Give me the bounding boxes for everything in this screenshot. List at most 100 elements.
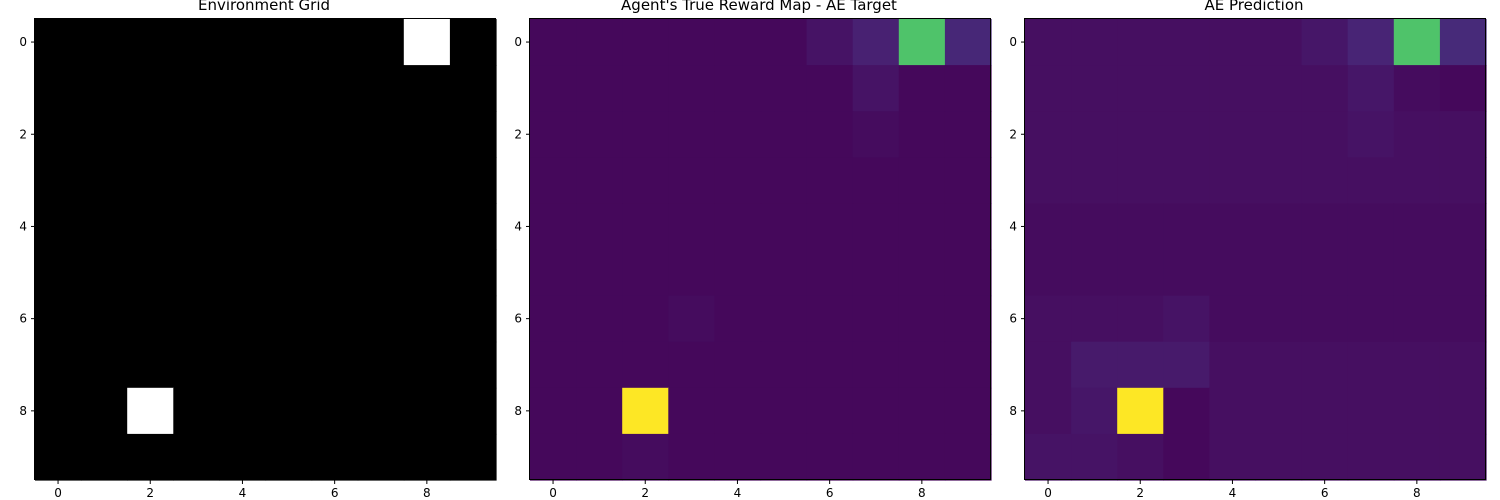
heatmap-cell <box>668 203 715 251</box>
heatmap-cell <box>714 157 762 204</box>
heatmap-cell <box>1071 19 1118 66</box>
heatmap-cell <box>898 249 946 297</box>
heatmap-cell <box>1163 157 1210 204</box>
heatmap-cell <box>1163 249 1210 297</box>
heatmap-cell <box>576 341 623 389</box>
heatmap-cell <box>1439 65 1487 112</box>
heatmap-cell <box>1163 341 1210 389</box>
heatmap-cell <box>1209 157 1257 204</box>
heatmap-cell <box>173 387 220 435</box>
heatmap-cell <box>357 387 405 435</box>
heatmap-cell <box>852 249 900 297</box>
heatmap-cell <box>81 249 128 297</box>
heatmap-cell <box>1071 387 1118 435</box>
heatmap-cell <box>403 387 451 435</box>
heatmap-cell <box>219 433 267 481</box>
x-tick-label: 6 <box>826 486 834 500</box>
heatmap-cell <box>1301 157 1349 204</box>
heatmap-cell <box>1163 387 1210 435</box>
heatmap-cell <box>668 249 715 297</box>
heatmap-cell <box>1255 341 1303 389</box>
x-tick-label: 0 <box>549 486 557 500</box>
x-tick-label: 0 <box>1044 486 1052 500</box>
x-tick-label: 8 <box>918 486 926 500</box>
heatmap-cell <box>806 157 854 204</box>
heatmap-cell <box>311 203 359 251</box>
heatmap-cell <box>173 19 220 66</box>
heatmap-cell <box>1025 387 1072 435</box>
heatmap-cell <box>35 19 82 66</box>
heatmap-cell <box>806 433 854 481</box>
heatmap-cell <box>944 249 992 297</box>
y-tick-label: 2 <box>514 127 522 141</box>
heatmap-cell <box>1071 111 1118 158</box>
y-tick-label: 0 <box>514 35 522 49</box>
heatmap-cell <box>1439 19 1487 66</box>
heatmap-cell <box>1347 19 1395 66</box>
heatmap-cell <box>1025 341 1072 389</box>
heatmap-cell <box>173 295 220 343</box>
heatmap-cell <box>622 203 669 251</box>
heatmap-cell <box>265 19 313 66</box>
x-tick-label: 2 <box>641 486 649 500</box>
heatmap-cell <box>806 295 854 343</box>
heatmap-cell <box>1301 295 1349 343</box>
heatmap-cell <box>173 203 220 251</box>
heatmap-cell <box>944 65 992 112</box>
heatmap-cell <box>1393 157 1441 204</box>
y-tick-label: 6 <box>1009 312 1017 326</box>
x-tick-label: 2 <box>146 486 154 500</box>
environment-grid-panel: Environment Grid 0 2 4 6 8 0 2 4 6 8 <box>19 0 497 500</box>
heatmap-cell <box>1025 111 1072 158</box>
heatmap-cell <box>1209 387 1257 435</box>
heatmap-cell <box>714 111 762 158</box>
heatmap-cell <box>714 19 762 66</box>
heatmap-cell <box>35 203 82 251</box>
heatmap-cell <box>311 249 359 297</box>
heatmap-cell <box>1117 65 1164 112</box>
heatmap-cell <box>1347 203 1395 251</box>
heatmap-cell <box>357 249 405 297</box>
heatmap-cell <box>1347 111 1395 158</box>
heatmap-cell <box>622 111 669 158</box>
heatmap-cell <box>1025 65 1072 112</box>
y-tick-label: 6 <box>514 312 522 326</box>
heatmap-cell <box>219 203 267 251</box>
heatmap-cell <box>1117 203 1164 251</box>
heatmap-cell <box>219 249 267 297</box>
heatmap-cell <box>668 295 715 343</box>
heatmap-cell <box>127 295 174 343</box>
heatmap-cell <box>1439 433 1487 481</box>
heatmap-cell <box>127 249 174 297</box>
heatmap-cell <box>714 433 762 481</box>
heatmap-cell <box>1209 433 1257 481</box>
heatmap-cell <box>622 19 669 66</box>
heatmap-cell <box>852 19 900 66</box>
heatmap-cell <box>1393 341 1441 389</box>
heatmap-cell <box>1439 341 1487 389</box>
heatmap-cell <box>127 203 174 251</box>
heatmap-cell <box>1117 295 1164 343</box>
heatmap-cell <box>1347 387 1395 435</box>
heatmap-cell <box>898 203 946 251</box>
heatmap-cell <box>576 19 623 66</box>
heatmap-cell <box>1301 65 1349 112</box>
panel-title: Environment Grid <box>198 0 330 14</box>
heatmap-cell <box>944 295 992 343</box>
heatmap-cell <box>81 295 128 343</box>
heatmap-cell <box>852 203 900 251</box>
heatmap-cell <box>81 157 128 204</box>
heatmap-cell <box>35 387 82 435</box>
heatmap-cell <box>173 157 220 204</box>
heatmap-cell <box>127 341 174 389</box>
heatmap-cell <box>127 19 174 66</box>
heatmap-cell <box>944 341 992 389</box>
heatmap-cell <box>403 111 451 158</box>
panel-title: AE Prediction <box>1204 0 1303 14</box>
heatmap-cell <box>714 65 762 112</box>
heatmap-cell <box>852 433 900 481</box>
heatmap-cell <box>852 341 900 389</box>
heatmap-cell <box>1025 295 1072 343</box>
heatmap-cell <box>449 203 497 251</box>
heatmap-cell <box>35 111 82 158</box>
